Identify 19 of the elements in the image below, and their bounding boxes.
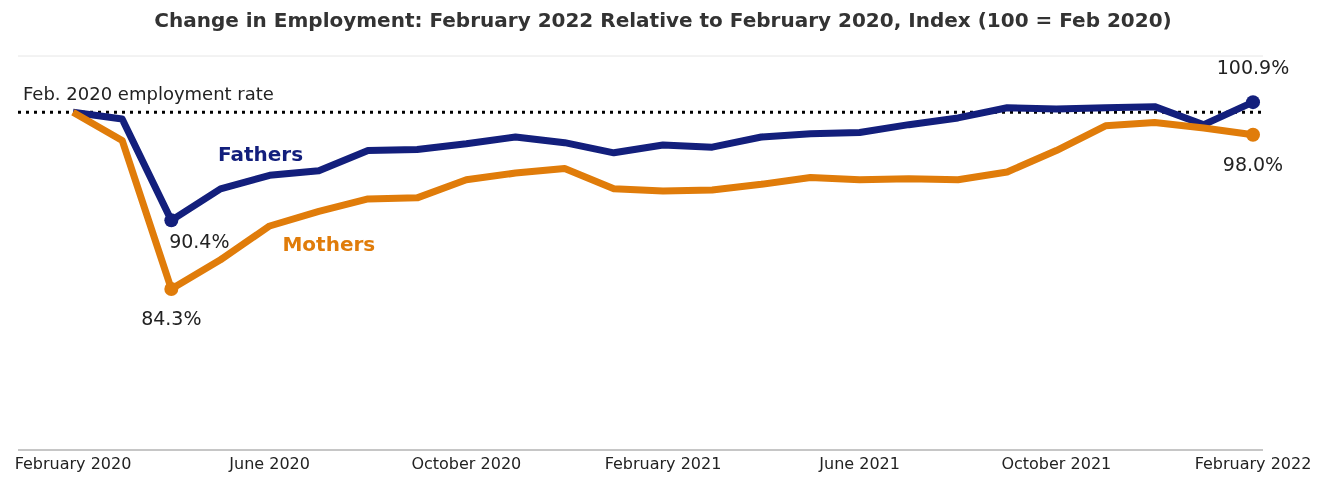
series-label: Fathers [217,141,304,166]
data-label: 98.0% [1222,152,1284,175]
point [1246,95,1260,110]
data-label: 84.3% [141,307,202,330]
point [1246,127,1260,142]
data-label: 100.9% [1216,56,1290,79]
x-tick-label: June 2021 [818,454,900,474]
point [164,213,179,228]
series-label: Mothers [282,232,376,257]
x-tick-label: October 2021 [1001,454,1112,474]
x-tick-label: February 2020 [14,454,132,474]
ref-line-label: Feb. 2020 employment rate [23,83,274,105]
data-label: 90.4% [169,230,230,253]
x-tick-label: June 2020 [228,454,310,474]
x-tick-label: February 2021 [604,454,722,474]
x-tick-label: February 2022 [1194,454,1312,474]
point [164,282,179,297]
chart-title: Change in Employment: February 2022 Relative to February 2020, Index (100 = Feb 2020) [153,8,1173,32]
x-tick-label: October 2020 [411,454,522,474]
